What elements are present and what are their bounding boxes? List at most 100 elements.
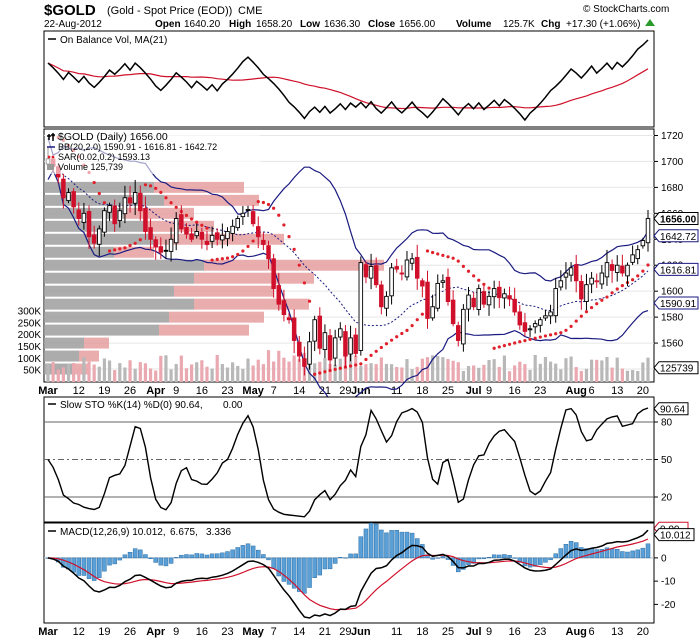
macd-histogram-bar [579,547,584,559]
volume-bar [548,361,553,382]
x-tick-label: May [242,385,264,397]
sar-dot [384,342,389,346]
macd-tick-label: -20 [661,600,676,611]
sar-dot [548,333,553,337]
macd-histogram-bar [343,557,348,559]
macd-histogram-bar [138,549,143,559]
candle-legend-icon [47,134,51,140]
candle-body [368,266,374,279]
macd-histogram-bar [194,553,199,559]
x-tick-label: 11 [391,385,402,397]
x-axis-bottom: Mar 12 19 26 Apr 9 16 23 May 7 14 21 29 Jun 11 18 25 Jul 9… [38,626,649,638]
sar-dot [641,269,645,273]
macd-histogram-bar [461,557,466,570]
x-tick-label: 12 [73,385,85,397]
volume-bar [364,364,368,382]
macd-histogram-bar [486,556,492,559]
macd-signal-legend: 6.675, [170,527,198,538]
volume-bar [200,360,204,382]
candle-body [445,276,451,303]
obv-panel: On Balance Vol, MA(21) [43,30,655,128]
price-tick-label: 1700 [661,157,684,168]
sar-dot [579,314,583,318]
candle-body [553,288,558,317]
x-tick-label: 29 [339,626,351,638]
candle-body [199,231,205,240]
sar-dot [482,282,486,286]
sar-dot [564,328,568,332]
vbp-bar-up [44,272,194,284]
sto-tick-label: 20 [661,493,673,504]
macd-histogram-bar [312,557,317,578]
candle-body [450,299,456,325]
volume-bar [236,365,240,382]
sar-dot [354,363,358,367]
candle-body [373,265,379,286]
x-tick-label: 9 [486,385,492,397]
x-tick-label: 6 [589,385,595,397]
volume-bar [374,364,378,382]
candle-body [512,298,517,313]
sar-dot [379,345,383,350]
watermark-text: © StockCharts.com [583,4,669,15]
candle-body [281,300,287,315]
macd-histogram-bar [81,557,87,576]
macd-histogram-bar [132,548,138,559]
volume-bar [251,365,255,382]
sar-dot [502,343,507,348]
volume-bar [625,370,630,382]
volume-bar [554,363,558,382]
volume-bar [518,361,522,382]
candle-body [61,178,66,199]
macd-histogram-bar [225,551,230,559]
volume-bar [605,356,609,382]
macd-histogram-bar [538,557,543,565]
vbp-bar-up [44,285,174,297]
x-tick-label: 13 [611,626,623,638]
macd-histogram-bar [209,553,215,559]
x-tick-label: May [242,626,264,638]
sar-dot [256,200,260,204]
vbp-bar-down [144,220,214,232]
macd-histogram-bar [307,557,312,588]
volume-bar [451,360,455,382]
sar-dot [513,341,517,345]
x-tick-label: Aug [566,385,587,397]
price-legend: $GOLD (Daily) 1656.00 BB(20,2.0) 1590.91… [45,130,260,174]
candle-body [568,267,574,276]
candle-body [148,227,153,240]
vbp-bar-up [44,194,164,206]
macd-histogram-bar [584,548,589,559]
macd-histogram-bar [117,557,123,561]
macd-tick-label: -10 [661,577,676,588]
sar-dot [574,319,578,323]
volume-bar [579,370,583,382]
volume-tick-label: 300K [18,307,42,318]
volume-bar [261,364,265,382]
sar-dot [215,257,219,261]
macd-histogram-bar [497,554,502,559]
x-tick-label: 9 [486,626,492,638]
volume-bar [384,363,389,382]
bb-legend: BB(20,2.0) 1590.91 - 1616.81 - 1642.72 [58,142,217,152]
candle-body [297,341,302,357]
candle-body [517,311,523,326]
x-tick-label: 21 [319,385,331,397]
volume-bar [82,356,86,382]
sar-dot [128,243,132,248]
volume-bar [487,360,491,382]
candle-body [312,319,317,342]
volume-bar [492,359,496,382]
macd-histogram-bar [507,555,512,559]
volume-bar [87,361,91,382]
volume-bar [436,356,440,382]
sar-dot [389,338,394,342]
candle-body [430,306,435,319]
candle-body [245,208,251,211]
volume-bar [169,369,173,382]
candle-body [158,246,164,253]
sar-dot [487,286,491,290]
price-tick-label: 1720 [661,131,684,142]
macd-histogram-bar [266,557,271,561]
sar-dot [610,291,614,295]
